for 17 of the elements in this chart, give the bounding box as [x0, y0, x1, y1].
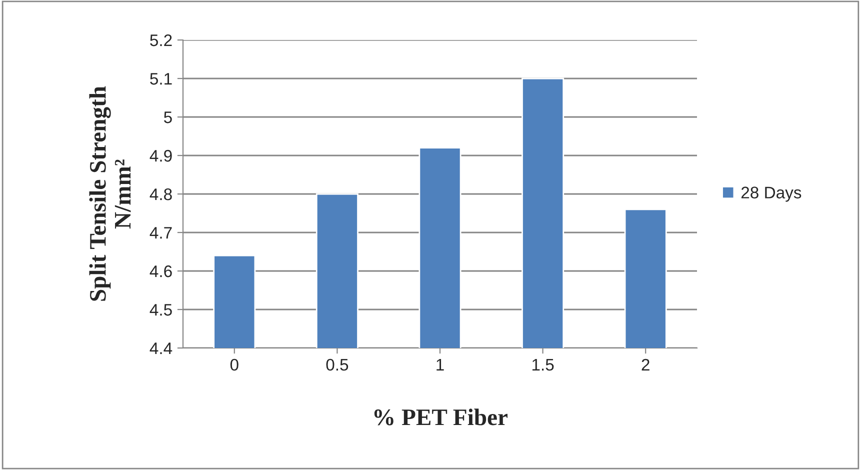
y-tick-label: 4.6: [150, 265, 172, 278]
x-tick-label: 1.5: [532, 359, 554, 371]
y-axis-title: Split Tensile Strength N/mm²: [89, 86, 131, 301]
y-tick-label: 4.7: [150, 227, 172, 239]
y-tick-label: 4.4: [150, 342, 172, 354]
y-tick-label: 5.1: [150, 73, 172, 85]
x-tick-label: 1: [436, 359, 444, 370]
y-tick-label: 4.9: [150, 150, 172, 162]
x-tick-label: 0: [230, 358, 238, 371]
x-tick-label: 0.5: [326, 358, 348, 371]
y-tick-label: 5: [164, 112, 172, 124]
y-tick-label: 5.2: [150, 34, 172, 46]
y-tick-label: 4.5: [150, 304, 172, 316]
x-tick-label: 2: [642, 358, 650, 370]
x-axis-title: % PET Fiber: [374, 408, 508, 426]
legend-label: 28 Days: [741, 186, 802, 202]
y-tick-label: 4.8: [150, 188, 172, 200]
